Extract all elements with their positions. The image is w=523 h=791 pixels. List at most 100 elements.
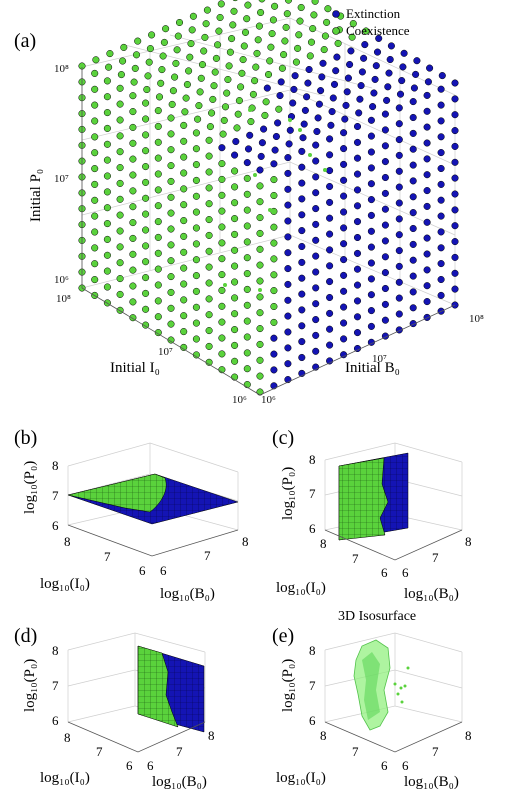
extinction-point bbox=[340, 271, 348, 279]
coexistence-point bbox=[186, 53, 194, 61]
coexistence-point bbox=[211, 68, 219, 76]
extinction-point bbox=[326, 325, 334, 333]
extinction-point bbox=[409, 272, 417, 280]
extinction-point bbox=[424, 78, 432, 86]
tick-b-p-6: 6 bbox=[52, 518, 59, 533]
coexistence-point bbox=[252, 63, 260, 71]
panel-d: (d) 8 7 6 8 7 6 6 7 8 log₁₀(P₀) log₁₀(I₀… bbox=[14, 625, 215, 790]
coexistence-point bbox=[243, 270, 251, 278]
extinction-point bbox=[451, 253, 459, 261]
extinction-point bbox=[298, 211, 306, 219]
coexistence-point bbox=[256, 198, 264, 206]
coexistence-point bbox=[142, 321, 150, 329]
coexistence-point bbox=[218, 334, 226, 342]
extinction-point bbox=[326, 214, 334, 222]
extinction-point bbox=[274, 119, 282, 127]
extinction-point bbox=[263, 84, 271, 92]
axis-label-e-p: log₁₀(P₀) bbox=[280, 659, 296, 712]
coexistence-point bbox=[189, 12, 197, 20]
tick-e-p-7: 7 bbox=[309, 678, 316, 693]
coexistence-point bbox=[132, 51, 141, 59]
coexistence-point bbox=[91, 133, 99, 141]
coexistence-point bbox=[103, 283, 111, 291]
extinction-point bbox=[270, 350, 278, 358]
coexistence-point bbox=[167, 193, 175, 201]
legend-coexistence-label: Coexistence bbox=[346, 23, 410, 38]
extinction-point bbox=[340, 335, 348, 343]
coexistence-point bbox=[218, 271, 226, 279]
coexistence-point bbox=[224, 75, 232, 84]
extinction-point bbox=[437, 85, 445, 93]
coexistence-point bbox=[180, 153, 188, 161]
coexistence-point bbox=[225, 62, 233, 70]
coexistence-point bbox=[145, 58, 153, 66]
coexistence-point bbox=[256, 261, 264, 269]
tick-a-i-8: 10⁸ bbox=[56, 293, 71, 305]
extinction-point bbox=[298, 195, 306, 203]
extinction-point bbox=[451, 238, 459, 246]
extinction-point bbox=[423, 155, 431, 163]
coexistence-point bbox=[142, 289, 150, 297]
coexistence-point bbox=[205, 168, 213, 176]
coexistence-point bbox=[249, 90, 257, 98]
extinction-point bbox=[332, 67, 340, 75]
coexistence-point bbox=[254, 36, 262, 44]
coexistence-point bbox=[218, 160, 226, 168]
extinction-point bbox=[333, 53, 341, 61]
coexistence-point bbox=[262, 98, 270, 106]
coexistence-point bbox=[243, 15, 251, 23]
extinction-point bbox=[423, 107, 431, 115]
coexistence-point bbox=[192, 176, 200, 184]
coexistence-point bbox=[257, 8, 265, 17]
coexistence-point bbox=[129, 219, 137, 227]
coexistence-point bbox=[281, 37, 289, 45]
coexistence-point bbox=[169, 87, 177, 95]
extinction-point bbox=[423, 282, 431, 290]
coexistence-point bbox=[194, 115, 202, 123]
tick-b-i-7: 7 bbox=[104, 549, 111, 564]
coexistence-point bbox=[167, 130, 175, 138]
coexistence-point bbox=[134, 37, 142, 45]
coexistence-point bbox=[173, 46, 181, 54]
coexistence-point bbox=[256, 293, 264, 301]
coexistence-point bbox=[267, 43, 275, 51]
coexistence-point bbox=[306, 52, 314, 60]
extinction-point bbox=[353, 297, 362, 305]
extinction-point bbox=[451, 158, 459, 166]
extinction-point bbox=[284, 328, 292, 336]
coexistence-point bbox=[231, 262, 239, 270]
extinction-point bbox=[284, 280, 292, 288]
extinction-point bbox=[437, 228, 445, 236]
extinction-point bbox=[257, 152, 265, 160]
coexistence-point bbox=[116, 243, 124, 251]
extinction-point bbox=[353, 265, 362, 273]
extinction-point bbox=[284, 169, 292, 177]
extinction-point bbox=[372, 62, 380, 70]
extinction-point bbox=[451, 127, 459, 135]
coexistence-point bbox=[321, 32, 329, 40]
coexistence-point bbox=[160, 38, 168, 46]
panel-b: (b) 8 7 6 8 7 6 6 7 8 log₁₀(P₀) log₁₀(I₀… bbox=[14, 427, 249, 602]
coexistence-point bbox=[185, 67, 193, 75]
coexistence-point bbox=[231, 215, 239, 223]
coexistence-point bbox=[195, 102, 203, 110]
extinction-point bbox=[381, 126, 389, 134]
coexistence-point bbox=[154, 122, 162, 130]
coexistence-point bbox=[202, 20, 210, 28]
coexistence-point bbox=[210, 82, 218, 90]
extinction-point bbox=[340, 319, 348, 327]
extinction-point bbox=[298, 353, 306, 362]
panel-e-speck bbox=[403, 684, 407, 688]
extinction-point bbox=[438, 72, 446, 80]
coexistence-point bbox=[261, 111, 269, 119]
coexistence-point bbox=[270, 239, 278, 247]
coexistence-point bbox=[116, 179, 124, 187]
extinction-point bbox=[381, 221, 389, 229]
extinction-point bbox=[260, 125, 268, 133]
extinction-point bbox=[285, 140, 293, 148]
extinction-point bbox=[284, 233, 292, 241]
coexistence-point bbox=[103, 188, 111, 196]
coexistence-point bbox=[182, 94, 190, 102]
panel-e-ticks: 8 7 6 8 7 6 6 7 8 bbox=[309, 643, 472, 773]
coexistence-point bbox=[231, 357, 239, 365]
